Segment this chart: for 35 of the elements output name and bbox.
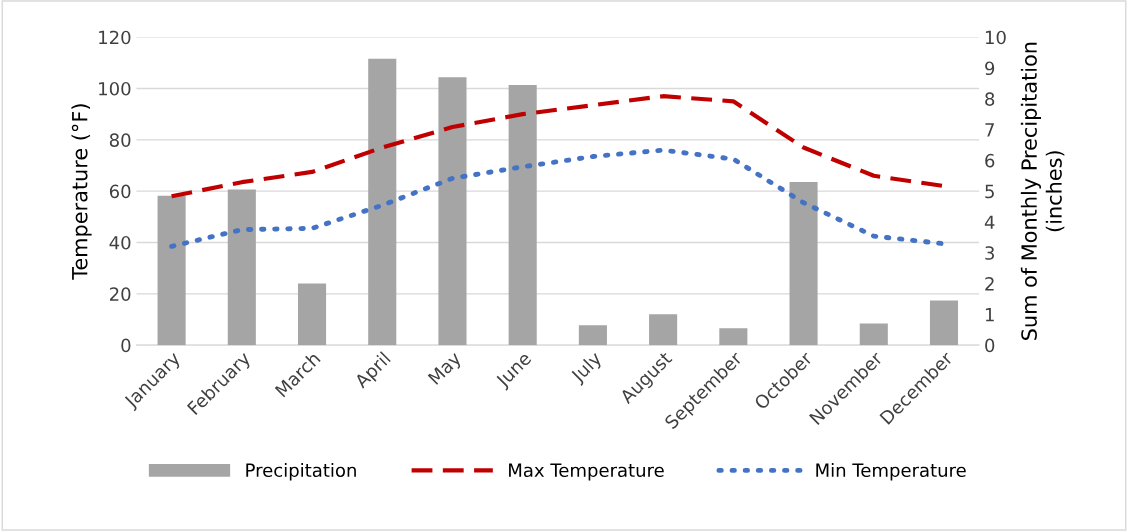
- y-tick-label: 80: [109, 133, 131, 147]
- y2-tick-label: 6: [985, 153, 995, 168]
- bar: [508, 84, 537, 346]
- bar: [789, 181, 818, 346]
- y2-tick-label: 7: [985, 123, 994, 137]
- y2-tick-label: 9: [985, 61, 995, 76]
- bar: [649, 314, 678, 346]
- bar: [578, 325, 607, 346]
- y2-tick-label: 2: [985, 277, 994, 291]
- y-tick-label: 60: [109, 184, 131, 199]
- y2-tick-label: 10: [985, 30, 1006, 45]
- y-tick-label: 100: [99, 81, 131, 96]
- y-axis-title: Temperature (°F): [71, 104, 92, 280]
- bar: [929, 300, 959, 346]
- bar: [859, 323, 888, 346]
- y2-tick-label: 8: [985, 92, 995, 106]
- y2-tick-label: 4: [984, 215, 995, 229]
- bar: [297, 283, 327, 346]
- y2-axis-title: Sum of Monthly Precipitation (inches): [1020, 42, 1065, 340]
- y-tick-label: 40: [109, 235, 131, 250]
- y-tick-label: 20: [109, 287, 131, 301]
- y2-tick-label: 1: [985, 308, 994, 322]
- y-tick-label: 120: [99, 30, 131, 45]
- y2-tick-label: 0: [985, 338, 995, 353]
- legend-label: Min Temperature: [816, 463, 966, 481]
- y2-tick-label: 5: [985, 184, 994, 199]
- legend-label: Max Temperature: [509, 463, 664, 481]
- bar: [157, 195, 186, 346]
- legend-label: Precipitation: [246, 463, 356, 481]
- bar: [719, 328, 748, 346]
- bar: [438, 77, 467, 346]
- bar: [227, 189, 256, 346]
- bar: [368, 58, 397, 346]
- y-tick-label: 0: [121, 338, 131, 353]
- y2-tick-label: 3: [985, 246, 995, 260]
